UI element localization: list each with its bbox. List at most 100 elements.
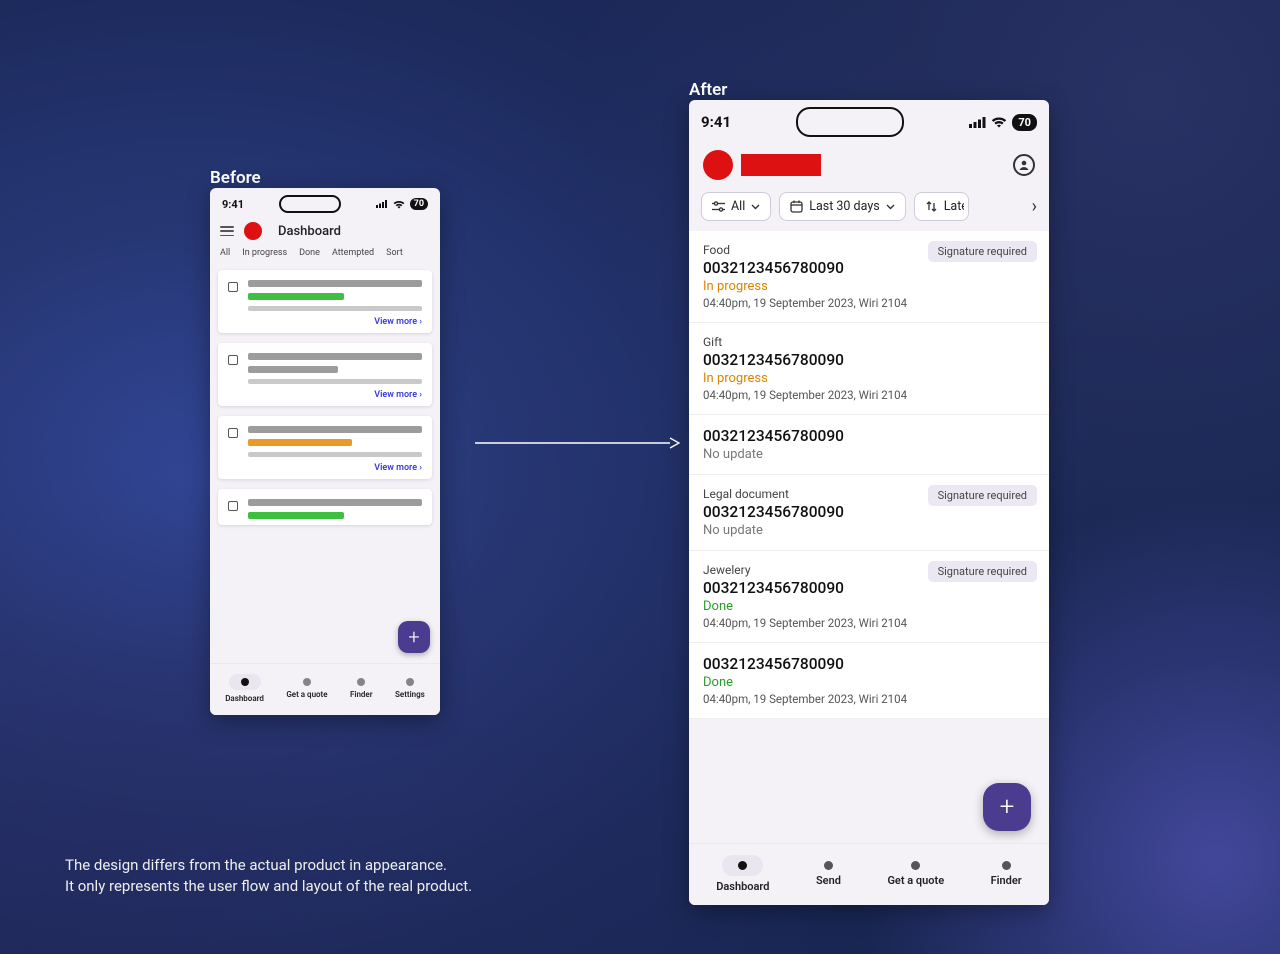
- menu-icon[interactable]: [220, 226, 234, 236]
- shipment-id: 0032123456780090: [703, 351, 1035, 369]
- card-list: View more View more View more: [210, 264, 440, 644]
- notch: [796, 107, 904, 137]
- filter-sort-chip[interactable]: Latest: [914, 192, 969, 221]
- nav-label: Settings: [395, 690, 425, 699]
- shipment-status: Done: [703, 599, 1035, 614]
- checkbox[interactable]: [228, 501, 238, 511]
- signal-icon: [969, 117, 986, 128]
- add-fab[interactable]: +: [983, 783, 1031, 831]
- after-label: After: [689, 80, 727, 100]
- signal-icon: [376, 200, 388, 208]
- nav-item-get-a-quote[interactable]: Get a quote: [887, 861, 944, 887]
- shipment-item[interactable]: 0032123456780090 Done 04:40pm, 19 Septembe…: [689, 643, 1049, 719]
- list-card[interactable]: View more: [218, 270, 432, 333]
- view-more-link[interactable]: View more: [228, 317, 422, 327]
- placeholder-bar: [248, 280, 422, 287]
- placeholder-bars: [248, 353, 422, 384]
- bottom-nav-before: Dashboard Get a quote Finder Settings: [210, 663, 440, 715]
- sliders-icon: [712, 201, 725, 212]
- shipment-item[interactable]: Legal document0032123456780090No updateS…: [689, 475, 1049, 551]
- nav-label: Get a quote: [286, 690, 327, 699]
- wifi-icon: [991, 116, 1007, 128]
- shipment-timestamp: 04:40pm, 19 September 2023, Wiri 2104: [703, 388, 1035, 402]
- status-time: 9:41: [701, 113, 731, 131]
- bottom-nav-after: Dashboard Send Get a quote Finder: [689, 843, 1049, 905]
- filter-status-chip[interactable]: All: [701, 192, 771, 221]
- tab-in-progress[interactable]: In progress: [242, 248, 287, 258]
- signature-badge: Signature required: [928, 485, 1037, 506]
- shipment-status: Done: [703, 675, 1035, 690]
- sort-icon: [925, 200, 938, 213]
- shipment-item[interactable]: Gift0032123456780090In progress04:40pm, …: [689, 323, 1049, 415]
- shipment-item[interactable]: Food0032123456780090In progress04:40pm, …: [689, 231, 1049, 323]
- nav-item-finder[interactable]: Finder: [350, 678, 373, 699]
- shipment-item[interactable]: Jewelery0032123456780090Done04:40pm, 19 …: [689, 551, 1049, 643]
- nav-item-dashboard[interactable]: Dashboard: [225, 674, 264, 703]
- placeholder-bar: [248, 499, 422, 506]
- wifi-icon: [393, 200, 405, 209]
- placeholder-bars: [248, 280, 422, 311]
- nav-label: Finder: [991, 874, 1022, 887]
- add-fab[interactable]: +: [398, 621, 430, 653]
- nav-item-dashboard[interactable]: Dashboard: [716, 855, 769, 893]
- placeholder-bar: [248, 379, 422, 384]
- nav-item-send[interactable]: Send: [816, 861, 841, 887]
- phone-after: 9:41 70 All Last 30 days Latest: [689, 100, 1049, 905]
- shipment-status: No update: [703, 523, 1035, 538]
- nav-dot-icon: [824, 861, 833, 870]
- nav-label: Send: [816, 874, 841, 887]
- status-time: 9:41: [222, 198, 244, 211]
- tab-all[interactable]: All: [220, 248, 230, 258]
- filter-tabs: All In progress Done Attempted Sort: [210, 248, 440, 264]
- list-card[interactable]: View more: [218, 343, 432, 406]
- placeholder-bar: [248, 353, 422, 360]
- filter-sort-label: Latest: [944, 199, 964, 214]
- nav-item-finder[interactable]: Finder: [991, 861, 1022, 887]
- placeholder-bar: [248, 439, 352, 446]
- shipment-id: 0032123456780090: [703, 655, 1035, 673]
- filter-row: All Last 30 days Latest ›: [689, 192, 1049, 231]
- placeholder-bars: [248, 499, 422, 519]
- battery-badge: 70: [1012, 114, 1037, 131]
- list-card[interactable]: [218, 489, 432, 525]
- shipment-item[interactable]: 0032123456780090No update: [689, 415, 1049, 475]
- nav-dot-icon: [911, 861, 920, 870]
- tab-sort[interactable]: Sort: [386, 248, 403, 258]
- tab-attempted[interactable]: Attempted: [332, 248, 374, 258]
- placeholder-bar: [248, 426, 422, 433]
- nav-dot-icon: [406, 678, 414, 686]
- list-card[interactable]: View more: [218, 416, 432, 479]
- brand-logo: [703, 150, 821, 180]
- arrow-icon: [475, 436, 680, 450]
- brand-logo-circle: [703, 150, 733, 180]
- brand-logo: [244, 222, 262, 240]
- placeholder-bar: [248, 452, 422, 457]
- view-more-link[interactable]: View more: [228, 463, 422, 473]
- footnote: The design differs from the actual produ…: [65, 855, 472, 899]
- page-title: Dashboard: [278, 224, 341, 239]
- placeholder-bars: [248, 426, 422, 457]
- nav-item-get-a-quote[interactable]: Get a quote: [286, 678, 327, 699]
- brand-logo-bar: [741, 154, 821, 176]
- filter-daterange-chip[interactable]: Last 30 days: [779, 192, 905, 221]
- nav-label: Finder: [350, 690, 373, 699]
- signature-badge: Signature required: [928, 241, 1037, 262]
- shipment-list: Food0032123456780090In progress04:40pm, …: [689, 231, 1049, 719]
- checkbox[interactable]: [228, 355, 238, 365]
- tab-done[interactable]: Done: [299, 248, 320, 258]
- statusbar-before: 9:41 70: [210, 188, 440, 216]
- shipment-status: No update: [703, 447, 1035, 462]
- chevron-down-icon: [886, 204, 895, 210]
- view-more-link[interactable]: View more: [228, 390, 422, 400]
- checkbox[interactable]: [228, 428, 238, 438]
- before-header: Dashboard: [210, 216, 440, 248]
- checkbox[interactable]: [228, 282, 238, 292]
- shipment-timestamp: 04:40pm, 19 September 2023, Wiri 2104: [703, 692, 1035, 706]
- phone-before: 9:41 70 Dashboard All In progress Done A…: [210, 188, 440, 715]
- profile-icon[interactable]: [1013, 154, 1035, 176]
- nav-item-settings[interactable]: Settings: [395, 678, 425, 699]
- nav-label: Get a quote: [887, 874, 944, 887]
- footnote-line1: The design differs from the actual produ…: [65, 855, 472, 877]
- placeholder-bar: [248, 306, 422, 311]
- chevron-right-icon[interactable]: ›: [1032, 196, 1037, 217]
